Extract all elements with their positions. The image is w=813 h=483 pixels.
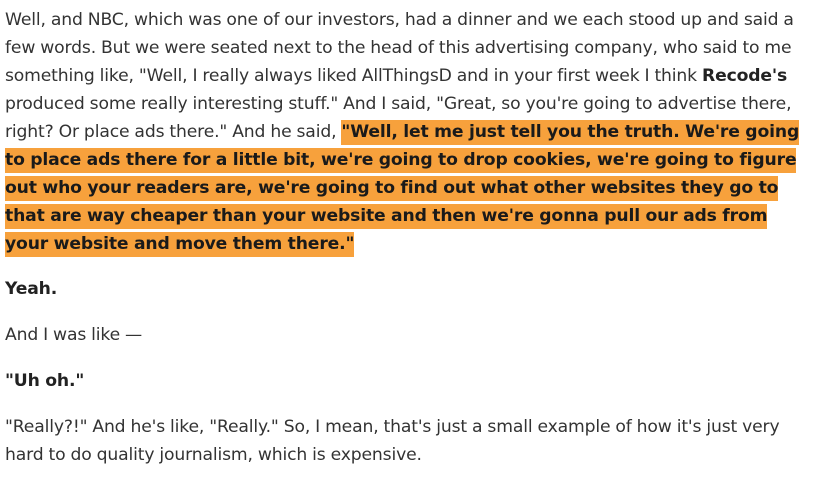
transcript-paragraph-1: Well, and NBC, which was one of our inve… — [5, 6, 810, 258]
paragraph-1-text-b: produced some really interesting stuff."… — [5, 94, 792, 142]
paragraph-1-text-a: Well, and NBC, which was one of our inve… — [5, 10, 794, 86]
transcript-paragraph-2: Yeah. — [5, 279, 58, 299]
transcript-paragraph-5: "Really?!" And he's like, "Really." So, … — [5, 417, 780, 465]
transcript-paragraph-3: And I was like — — [5, 325, 143, 345]
transcript-paragraph-4: "Uh oh." — [5, 371, 85, 391]
recode-bold-text: Recode's — [701, 66, 788, 86]
transcript-article: Well, and NBC, which was one of our inve… — [5, 6, 810, 483]
